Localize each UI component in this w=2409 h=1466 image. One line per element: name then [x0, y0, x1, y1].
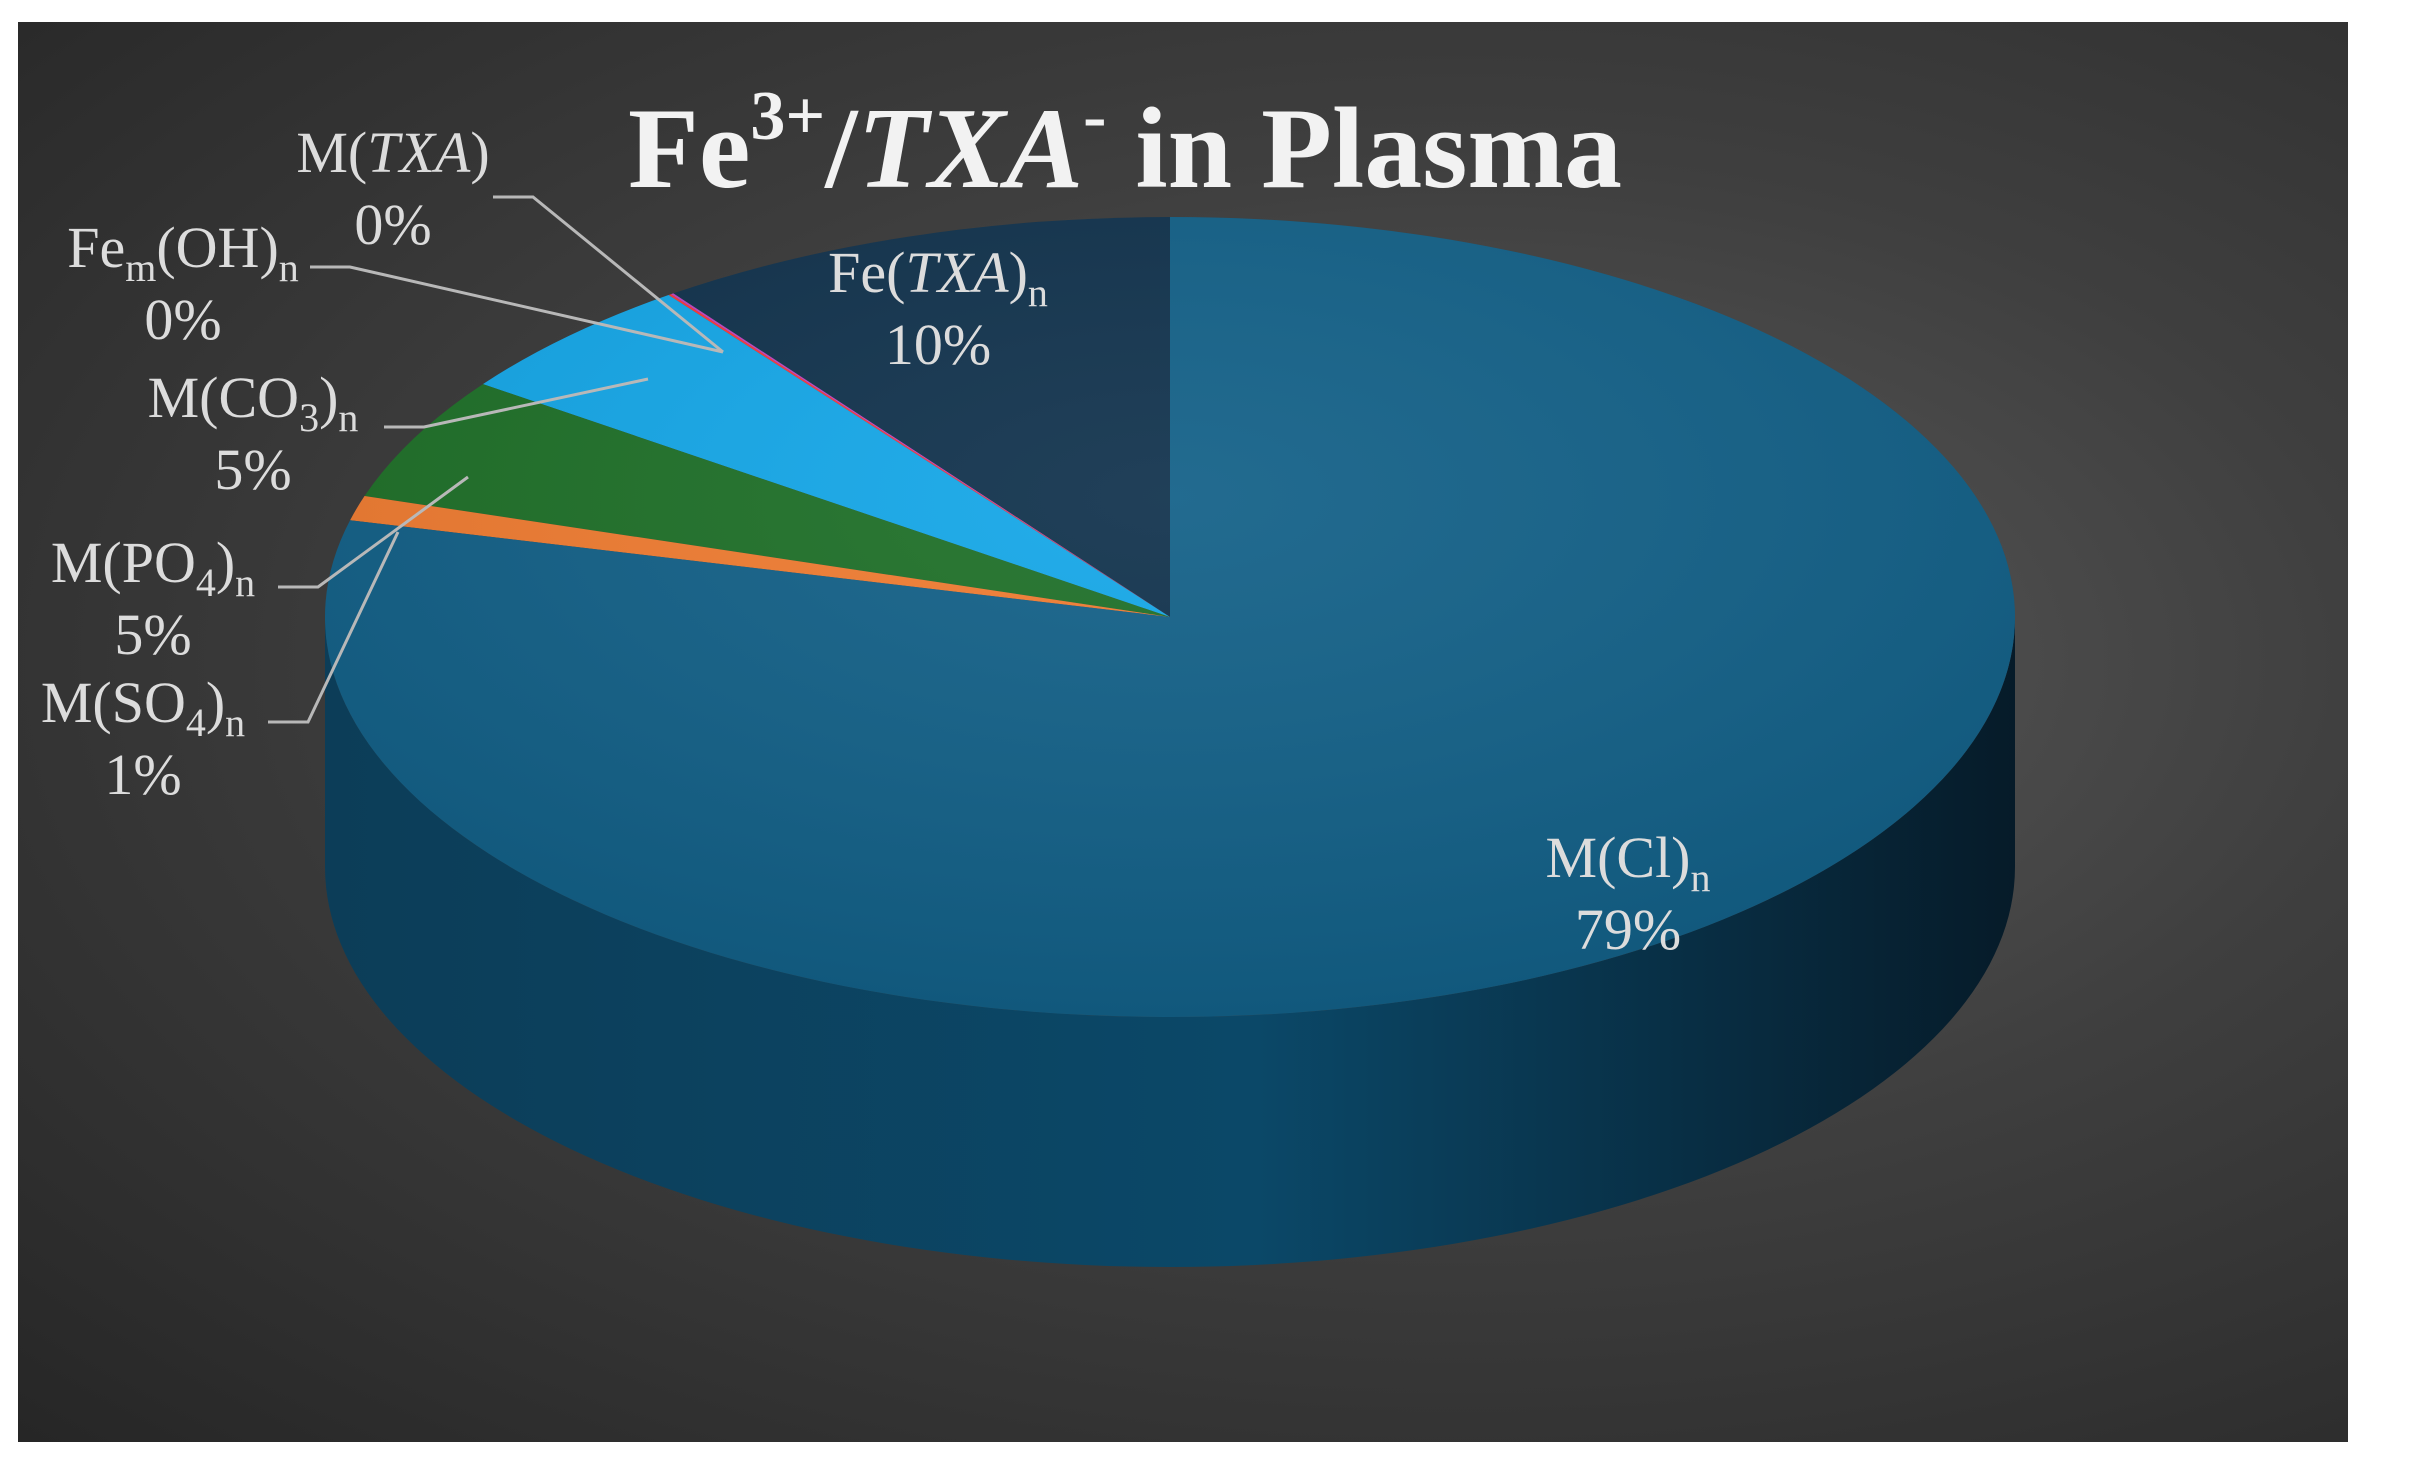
value-m-txa-: 0% — [354, 192, 431, 257]
value-m-cl-n: 79% — [1575, 897, 1681, 962]
value-fem-oh-n: 0% — [144, 287, 221, 352]
leader-line-fem-oh-n — [310, 265, 724, 354]
pie-chart: Fe3+/TXA- in Plasma Fe(TXA)n10%M(TXA)0%F… — [41, 78, 2015, 1267]
pie-top-shade — [325, 217, 2015, 1017]
pie-side-face — [325, 617, 2015, 1267]
value-fe-txa-n: 10% — [885, 312, 991, 377]
label-m-txa-: M(TXA) — [296, 120, 489, 185]
leader-line-m-po4-n — [278, 475, 469, 589]
chart-frame: Fe3+/TXA- in Plasma Fe(TXA)n 10% M(TXA) 0% F… — [18, 22, 2348, 1442]
label-fe-txa-n: Fe(TXA)n — [828, 240, 1048, 315]
slice-labels: Fe(TXA)n10%M(TXA)0%Fem(OH)n0%M(CO3)n5%M(… — [41, 120, 1711, 962]
value-m-co3-n: 5% — [214, 437, 291, 502]
value-m-so4-n: 1% — [104, 742, 181, 807]
label-m-cl-n: M(Cl)n — [1546, 825, 1711, 900]
label-m-po4-n: M(PO4)n — [51, 530, 255, 605]
leader-line-m-txa- — [493, 195, 724, 354]
pie-top — [324, 217, 2015, 1017]
value-m-po4-n: 5% — [114, 602, 191, 667]
chart-title: Fe3+/TXA- in Plasma — [628, 78, 1622, 213]
leader-line-m-co3-n — [384, 377, 649, 429]
label-m-so4-n: M(SO4)n — [41, 670, 245, 745]
pie-sides — [325, 617, 2015, 1267]
leader-lines — [268, 195, 724, 724]
label-m-co3-n: M(CO3)n — [148, 365, 359, 440]
leader-line-m-so4-n — [268, 531, 400, 724]
label-fem-oh-n: Fem(OH)n — [67, 215, 299, 290]
